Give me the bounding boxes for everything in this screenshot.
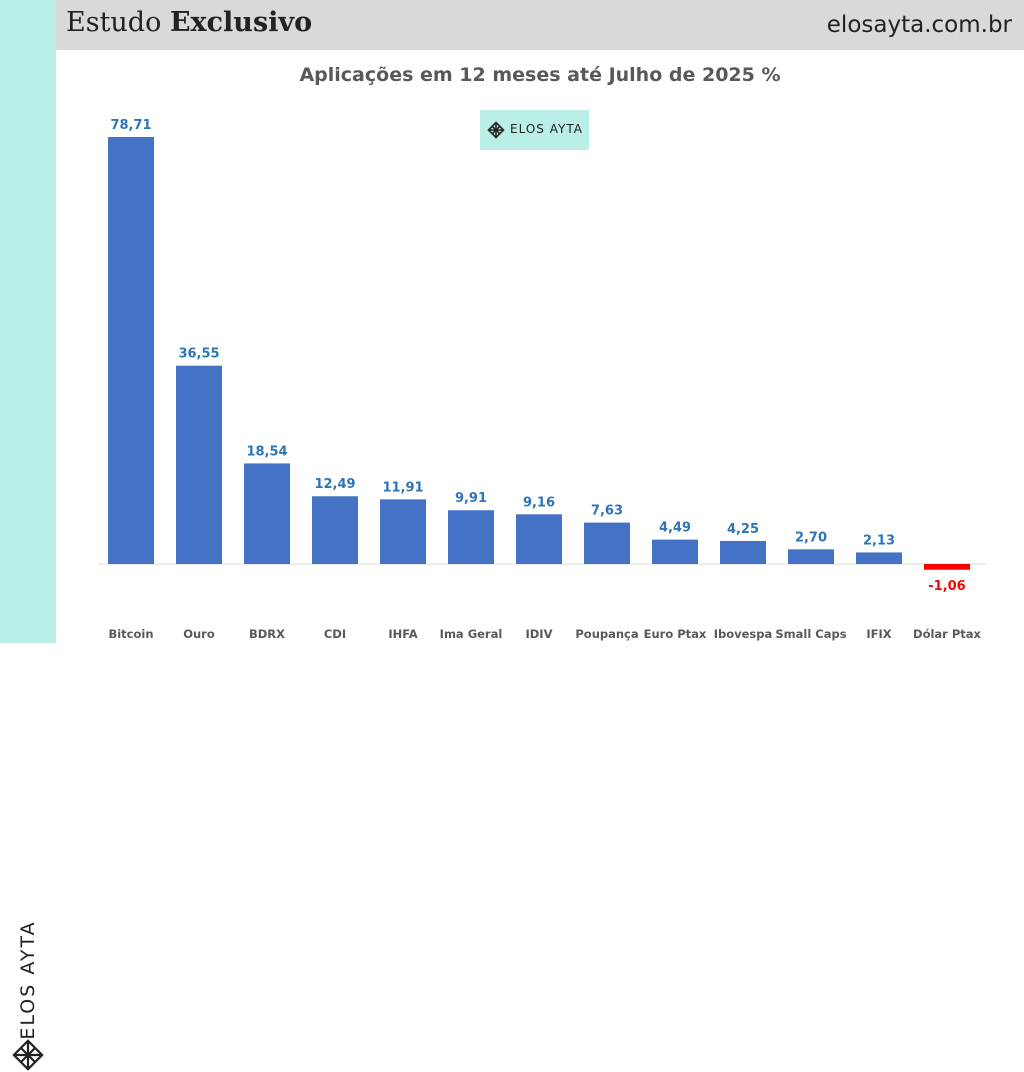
bar-7 xyxy=(584,522,630,564)
category-label-6: IDIV xyxy=(525,627,552,641)
bar-1 xyxy=(176,365,222,564)
brand-name: ELOS AYTA xyxy=(17,920,39,1040)
category-label-9: Ibovespa xyxy=(714,627,773,641)
header-title-bold: Exclusivo xyxy=(169,7,313,38)
sidebar: ELOS AYTA xyxy=(0,0,56,1071)
header-title-light: Estudo xyxy=(66,7,162,38)
value-label-9: 4,25 xyxy=(727,522,759,537)
category-label-1: Ouro xyxy=(183,627,215,641)
category-label-2: BDRX xyxy=(249,627,285,641)
logo-icon xyxy=(487,121,505,139)
logo-text: ELOS AYTA xyxy=(510,122,583,136)
bar-0 xyxy=(108,137,154,564)
value-label-12: -1,06 xyxy=(928,579,965,594)
sidebar-brand: ELOS AYTA xyxy=(0,440,56,1071)
header-url[interactable]: elosayta.com.br xyxy=(826,12,1012,38)
category-label-12: Dólar Ptax xyxy=(913,627,982,641)
header-title: Estudo Exclusivo xyxy=(66,7,312,38)
header: Estudo Exclusivo elosayta.com.br xyxy=(56,0,1024,50)
category-label-3: CDI xyxy=(324,627,346,641)
category-label-8: Euro Ptax xyxy=(644,627,707,641)
value-label-1: 36,55 xyxy=(178,347,219,362)
watermark-logo: ELOS AYTA xyxy=(480,110,589,150)
category-label-7: Poupança xyxy=(575,627,638,641)
value-label-4: 11,91 xyxy=(382,480,423,495)
value-label-3: 12,49 xyxy=(314,477,355,492)
bar-5 xyxy=(448,510,494,564)
category-label-5: Ima Geral xyxy=(440,627,503,641)
value-label-2: 18,54 xyxy=(246,444,287,459)
category-label-10: Small Caps xyxy=(775,627,846,641)
bar-chart: 78,71 Bitcoin 36,55 Ouro 18,54 BDRX 12,49 CDI 11… xyxy=(98,118,986,641)
bar-3 xyxy=(312,496,358,564)
value-label-5: 9,91 xyxy=(455,491,487,506)
bar-11 xyxy=(856,552,902,564)
bar-8 xyxy=(652,539,698,564)
bar-2 xyxy=(244,463,290,564)
value-label-10: 2,70 xyxy=(795,530,827,545)
value-label-0: 78,71 xyxy=(110,118,151,133)
bar-9 xyxy=(720,540,766,564)
bar-12 xyxy=(924,564,970,570)
chart-title: Aplicações em 12 meses até Julho de 2025… xyxy=(299,64,781,86)
bar-10 xyxy=(788,549,834,564)
value-label-11: 2,13 xyxy=(863,533,895,548)
bar-6 xyxy=(516,514,562,564)
value-label-6: 9,16 xyxy=(523,495,555,510)
category-label-11: IFIX xyxy=(866,627,891,641)
category-label-0: Bitcoin xyxy=(108,627,153,641)
bar-4 xyxy=(380,499,426,564)
brand-logo-icon xyxy=(12,1039,44,1071)
category-label-4: IHFA xyxy=(388,627,417,641)
value-label-7: 7,63 xyxy=(591,504,623,519)
value-label-8: 4,49 xyxy=(659,521,691,536)
